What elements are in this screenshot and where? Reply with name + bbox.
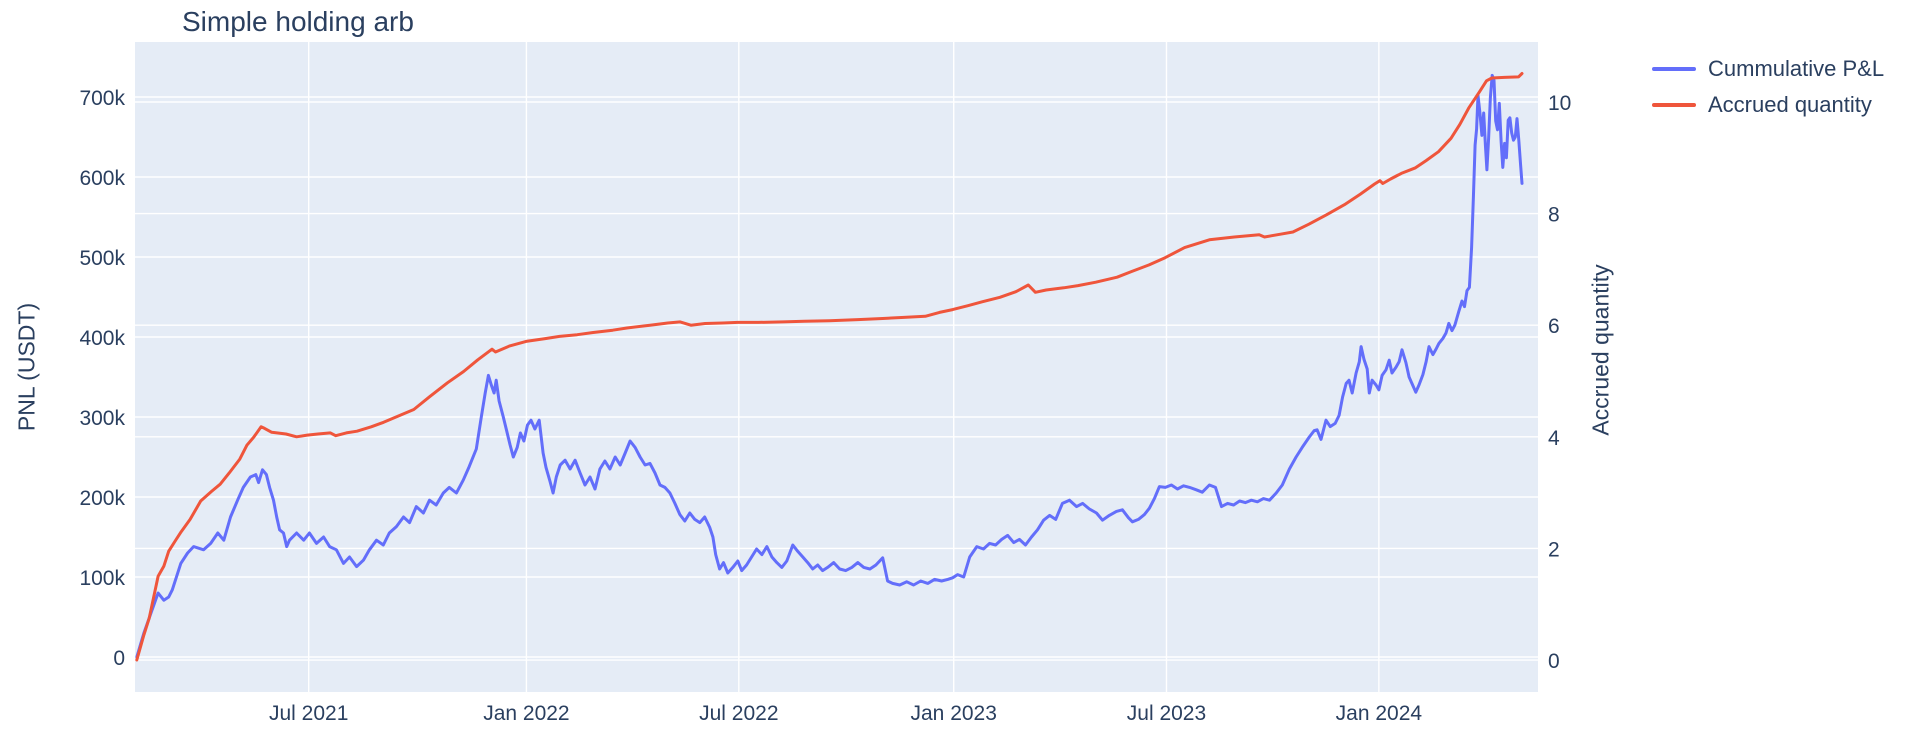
y-right-tick-label: 2 xyxy=(1548,538,1560,561)
x-tick-label: Jan 2022 xyxy=(483,702,569,725)
pnl-line[interactable] xyxy=(135,73,1524,659)
y-left-tick-label: 500k xyxy=(79,247,125,270)
quantity-line[interactable] xyxy=(135,72,1524,662)
y-left-tick-label: 600k xyxy=(79,167,125,190)
chart-title: Simple holding arb xyxy=(182,6,414,37)
y-left-tick-label: 700k xyxy=(79,87,125,110)
legend-line-swatch xyxy=(1652,67,1696,71)
legend-item-quantity[interactable]: Accrued quantity xyxy=(1652,92,1884,118)
x-tick-label: Jan 2024 xyxy=(1336,702,1423,725)
x-tick-label: Jul 2022 xyxy=(699,702,778,725)
y-left-tick-label: 100k xyxy=(79,567,125,590)
y-left-tick-label: 400k xyxy=(79,327,125,350)
x-tick-label: Jul 2021 xyxy=(269,702,348,725)
y-right-tick-label: 0 xyxy=(1548,650,1560,673)
y-right-tick-label: 8 xyxy=(1548,204,1560,227)
y-left-tick-label: 200k xyxy=(79,487,125,510)
y-right-tick-label: 10 xyxy=(1548,92,1571,115)
y-left-tick-label: 0 xyxy=(113,647,125,670)
legend-label: Accrued quantity xyxy=(1708,92,1872,117)
y-right-tick-label: 4 xyxy=(1548,427,1560,450)
legend-line-swatch xyxy=(1652,103,1696,107)
right-axis-title: Accrued quantity xyxy=(1587,264,1614,436)
legend-item-pnl[interactable]: Cummulative P&L xyxy=(1652,56,1884,82)
x-tick-label: Jul 2023 xyxy=(1127,702,1206,725)
y-left-tick-label: 300k xyxy=(79,407,125,430)
y-right-tick-label: 6 xyxy=(1548,315,1560,338)
legend-label: Cummulative P&L xyxy=(1708,56,1885,81)
left-axis-title: PNL (USDT) xyxy=(13,302,40,432)
x-tick-label: Jan 2023 xyxy=(911,702,997,725)
plot-area[interactable] xyxy=(135,42,1538,692)
legend: Cummulative P&L Accrued quantity xyxy=(1652,56,1884,118)
